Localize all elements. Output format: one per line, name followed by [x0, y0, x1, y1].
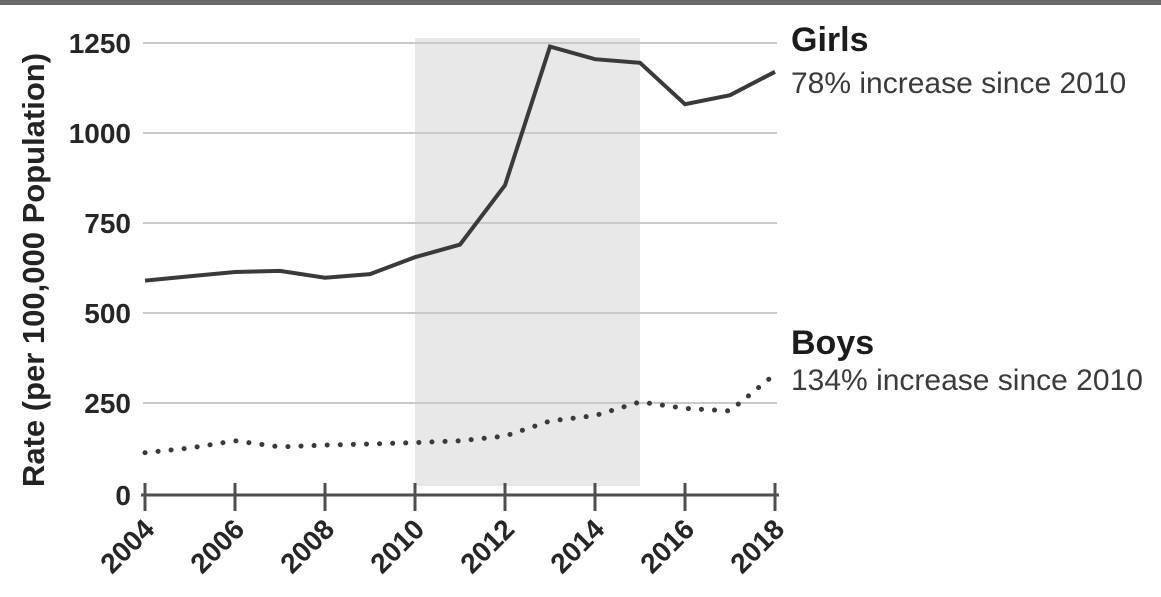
highlight-band: [415, 38, 640, 486]
top-border-rule: [0, 0, 1161, 5]
y-tick-label-1250: 1250: [69, 28, 131, 59]
x-tick-label-2016: 2016: [634, 513, 700, 579]
y-tick-label-0: 0: [115, 480, 131, 511]
y-axis-label: Rate (per 100,000 Population): [16, 52, 51, 488]
boys-annotation: 134% increase since 2010: [791, 364, 1143, 397]
y-tick-label-1000: 1000: [69, 118, 131, 149]
x-tick-label-2008: 2008: [274, 513, 340, 579]
girls-line: [144, 44, 776, 283]
x-tick-label-2018: 2018: [724, 513, 790, 579]
y-tick-label-750: 750: [84, 208, 131, 239]
girls-annotation: 78% increase since 2010: [791, 67, 1127, 100]
x-tick-label-2006: 2006: [184, 513, 250, 579]
x-tick-label-2004: 2004: [94, 513, 160, 579]
girls-series-label: Girls: [791, 21, 869, 59]
y-tick-label-500: 500: [84, 298, 131, 329]
boys-series-label: Boys: [791, 324, 875, 362]
x-tick-label-2012: 2012: [454, 513, 520, 579]
x-tick-label-2014: 2014: [544, 513, 610, 579]
x-tick-label-2010: 2010: [364, 513, 430, 579]
y-tick-label-250: 250: [84, 388, 131, 419]
boys-line: [142, 371, 778, 456]
